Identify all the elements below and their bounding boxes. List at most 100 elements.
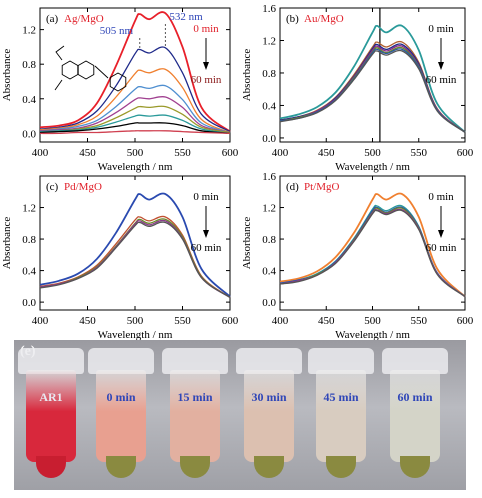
- cuvette-tube: AR1: [18, 348, 84, 482]
- y-axis-label: Absorbance: [241, 49, 253, 102]
- tube-liquid: [316, 370, 366, 462]
- spectrum-line: [39, 84, 231, 134]
- spectrum-line: [279, 46, 466, 133]
- cuvette-tube: 15 min: [162, 348, 228, 482]
- x-axis-label: Wavelength / nm: [335, 161, 410, 173]
- y-tick-label: 0.4: [262, 266, 276, 278]
- dye-structure-drawing: [54, 45, 127, 92]
- ring-3: [109, 72, 127, 92]
- tube-label: 15 min: [177, 390, 213, 404]
- x-tick-label: 600: [457, 147, 474, 159]
- tube-cap: [382, 348, 448, 374]
- spectrum-line: [39, 96, 231, 134]
- time-start-label: 0 min: [193, 191, 219, 203]
- spectrum-line: [39, 122, 231, 135]
- tube-label: 30 min: [251, 390, 287, 404]
- y-tick-label: 1.6: [262, 3, 276, 15]
- ring-2: [77, 60, 95, 80]
- tube-label: 0 min: [106, 390, 136, 404]
- x-tick-label: 550: [411, 315, 428, 327]
- cuvette-tube: 45 min: [308, 348, 374, 482]
- y-tick-label: 0.4: [22, 266, 36, 278]
- y-tick-label: 0.8: [22, 59, 36, 71]
- tube-sediment: [106, 456, 136, 478]
- panel-label: (a): [46, 13, 59, 25]
- x-tick-label: 500: [364, 147, 381, 159]
- spectrum-line: [39, 130, 231, 135]
- spectrum-line: [39, 221, 231, 298]
- tube-label: 45 min: [323, 390, 359, 404]
- spectrum-line: [39, 219, 231, 298]
- tube-liquid: [96, 370, 146, 462]
- y-tick-label: 1.2: [262, 203, 276, 215]
- spectrum-line: [279, 209, 466, 298]
- y-tick-label: 1.6: [262, 171, 276, 183]
- x-tick-label: 500: [364, 315, 381, 327]
- peak-label-505: 505 nm: [100, 25, 134, 37]
- y-tick-label: 0.8: [262, 68, 276, 80]
- y-tick-label: 1.2: [262, 35, 276, 47]
- x-tick-label: 550: [174, 147, 191, 159]
- tube-label: 60 min: [397, 390, 433, 404]
- tube-sediment: [326, 456, 356, 478]
- time-start-label: 0 min: [193, 23, 219, 35]
- y-tick-label: 1.2: [22, 203, 36, 215]
- tube-liquid: [26, 370, 76, 462]
- spectrum-line: [39, 114, 231, 135]
- y-axis-label: Absorbance: [1, 49, 13, 102]
- y-tick-label: 0.0: [22, 128, 36, 140]
- y-tick-label: 0.0: [262, 297, 276, 309]
- spectrum-line: [279, 48, 466, 133]
- tube-cap: [236, 348, 302, 374]
- y-tick-label: 0.8: [22, 234, 36, 246]
- tube-liquid: [390, 370, 440, 462]
- azo-bond: [94, 65, 109, 79]
- y-axis-label: Absorbance: [1, 217, 13, 270]
- tube-sediment: [36, 456, 66, 478]
- spectrum-line: [39, 215, 231, 298]
- spectrum-line: [39, 46, 231, 133]
- spectrum-line: [39, 218, 231, 298]
- sample-label: Au/MgO: [304, 13, 344, 25]
- y-tick-label: 0.4: [22, 94, 36, 106]
- time-arrow-head: [203, 62, 209, 70]
- x-tick-label: 600: [457, 315, 474, 327]
- y-tick-label: 0.0: [22, 297, 36, 309]
- x-tick-label: 450: [318, 315, 335, 327]
- x-tick-label: 550: [411, 147, 428, 159]
- tube-liquid: [170, 370, 220, 462]
- acetyl-group: [55, 45, 65, 61]
- tube-sediment: [254, 456, 284, 478]
- tube-label: AR1: [39, 390, 63, 404]
- panel-label: (d): [286, 181, 299, 193]
- tube-sediment: [400, 456, 430, 478]
- sulfonate-bond: [54, 79, 63, 91]
- x-tick-label: 400: [272, 147, 289, 159]
- x-tick-label: 450: [79, 147, 96, 159]
- x-tick-label: 500: [127, 315, 144, 327]
- tube-cap: [308, 348, 374, 374]
- x-tick-label: 400: [272, 315, 289, 327]
- time-start-label: 0 min: [428, 191, 454, 203]
- spectrum-line: [279, 192, 466, 298]
- x-tick-label: 600: [222, 315, 239, 327]
- spectrum-line: [39, 11, 231, 133]
- sample-label: Pt/MgO: [304, 181, 340, 193]
- y-tick-label: 0.0: [262, 133, 276, 145]
- tube-cap: [88, 348, 154, 374]
- x-tick-label: 550: [174, 315, 191, 327]
- x-axis-label: Wavelength / nm: [335, 329, 410, 341]
- y-axis-label: Absorbance: [241, 217, 253, 270]
- time-end-label: 60 min: [426, 74, 457, 86]
- time-end-label: 60 min: [191, 242, 222, 254]
- cuvette-tube: 0 min: [88, 348, 154, 482]
- spectrum-line: [39, 68, 231, 134]
- x-tick-label: 450: [318, 147, 335, 159]
- sample-label: Pd/MgO: [64, 181, 102, 193]
- x-tick-label: 400: [32, 147, 49, 159]
- x-tick-label: 500: [127, 147, 144, 159]
- x-tick-label: 600: [222, 147, 239, 159]
- time-end-label: 60 min: [191, 74, 222, 86]
